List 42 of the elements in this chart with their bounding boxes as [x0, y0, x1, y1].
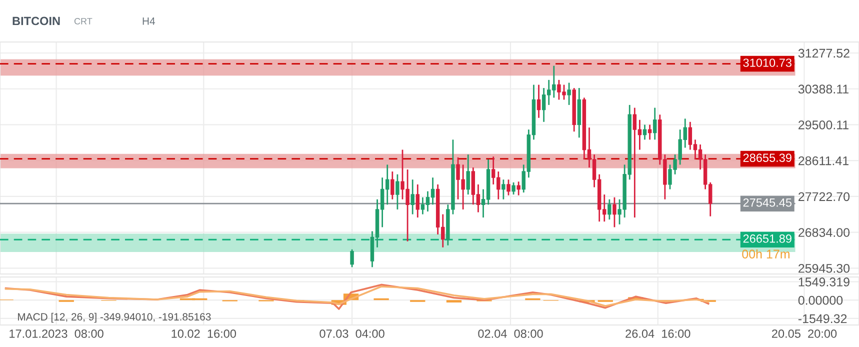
- ref-line-label: 28655.39: [743, 154, 792, 162]
- candlestick: [642, 124, 647, 140]
- text: MACD [12, 26, 9] -349.94010, -191.85163: [18, 312, 211, 323]
- candlestick: [608, 198, 612, 220]
- y-tick-label: 26834.00: [798, 228, 850, 237]
- y-tick-label: 30388.11: [798, 84, 848, 94]
- x-tick-label: 07.03 04:00: [320, 329, 384, 338]
- annotation: 00h 17m: [742, 249, 790, 259]
- candlestick: [536, 84, 541, 119]
- candlestick: [350, 248, 354, 268]
- y-tick-label: 0.00000: [798, 296, 843, 305]
- y-tick-label: 28611.41: [798, 156, 848, 166]
- candlestick: [512, 182, 516, 196]
- candlestick: [652, 107, 657, 140]
- x-tick-label: 17.01.2023 08:00: [10, 329, 104, 338]
- candlestick: [648, 124, 652, 140]
- candlestick: [516, 180, 520, 196]
- x-tick-label: 20.05 20:00: [772, 329, 837, 338]
- text: H4: [142, 18, 156, 25]
- ref-line-label: 26651.89: [743, 234, 792, 243]
- candlestick: [567, 82, 571, 106]
- x-tick-label: 10.02 16:00: [172, 329, 236, 338]
- candlestick: [416, 184, 420, 218]
- candlestick: [396, 174, 400, 210]
- chart-subtitle: CRT: [74, 18, 92, 24]
- y-tick-label: -1549.32: [798, 314, 847, 324]
- candlestick: [502, 178, 506, 200]
- x-tick-label: 02.04 08:00: [478, 329, 543, 338]
- candlestick: [506, 178, 510, 196]
- candlestick: [410, 178, 414, 215]
- ref-line-label: 31010.73: [743, 58, 792, 67]
- y-tick-label: 25945.30: [798, 264, 850, 273]
- candlestick: [466, 154, 470, 196]
- chart-title: BITCOIN: [12, 16, 60, 26]
- x-tick-label: 26.04 16:00: [626, 329, 690, 338]
- candlestick: [612, 196, 616, 228]
- y-tick-label: 1549.319: [798, 278, 850, 286]
- y-tick-label: 27722.70: [798, 192, 850, 202]
- y-tick-label: 31277.52: [798, 48, 850, 58]
- candlestick: [390, 170, 394, 200]
- y-tick-label: 29500.11: [798, 120, 848, 130]
- ref-line-label: 27545.45: [743, 198, 792, 207]
